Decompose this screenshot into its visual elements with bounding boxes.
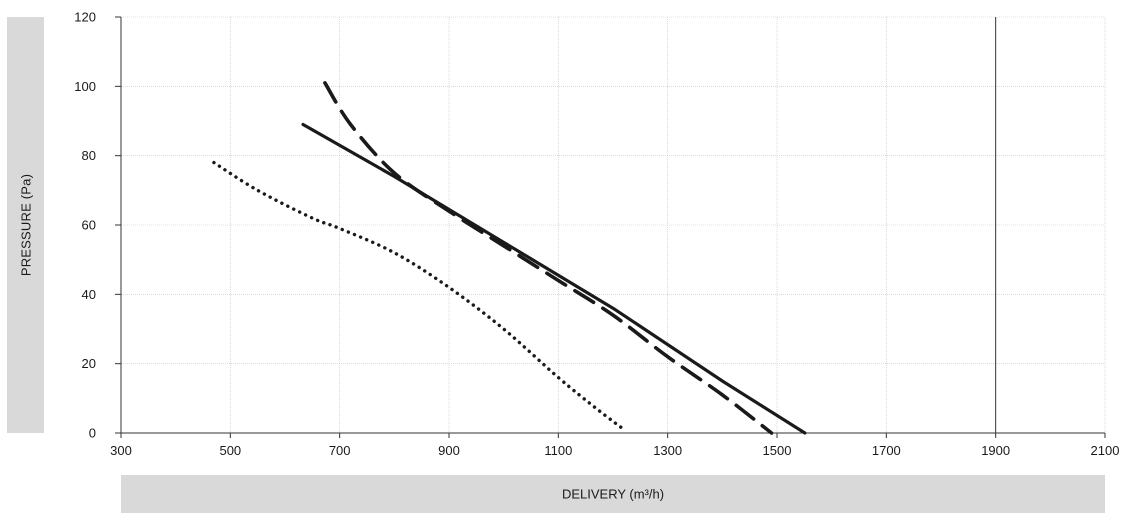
x-tick-label: 1300 (653, 443, 682, 458)
x-tick-label: 1500 (763, 443, 792, 458)
x-tick-label: 300 (110, 443, 132, 458)
grid-layer (121, 16, 1106, 433)
series-line-dashed (323, 81, 774, 435)
x-tick-label: 900 (438, 443, 460, 458)
x-tick-label: 1700 (872, 443, 901, 458)
tick-label-layer: 0 20 40 60 80 100 120 300 500 700 900 1100 1300 1500 1… (74, 10, 1119, 459)
series-line-dotted (212, 160, 626, 432)
series-layer (212, 81, 807, 435)
x-tick-label: 1900 (981, 443, 1010, 458)
x-tick-label: 2100 (1091, 443, 1120, 458)
y-axis-label-band: PRESSURE (Pa) (7, 17, 44, 433)
y-tick-label: 20 (82, 356, 96, 371)
y-tick-label: 80 (82, 148, 96, 163)
series-line-solid (301, 122, 807, 435)
x-tick-label: 500 (219, 443, 241, 458)
y-tick-label: 0 (89, 426, 96, 441)
axis-layer (115, 16, 1106, 438)
y-tick-label: 120 (74, 10, 96, 25)
x-axis-label: DELIVERY (m³/h) (561, 486, 665, 502)
x-tick-label: 700 (329, 443, 351, 458)
y-tick-label: 40 (82, 287, 96, 302)
x-axis-label-band: DELIVERY (m³/h) (121, 475, 1105, 513)
x-tick-label: 1100 (544, 443, 572, 458)
y-tick-label: 60 (82, 218, 96, 233)
y-tick-label: 100 (74, 79, 96, 94)
